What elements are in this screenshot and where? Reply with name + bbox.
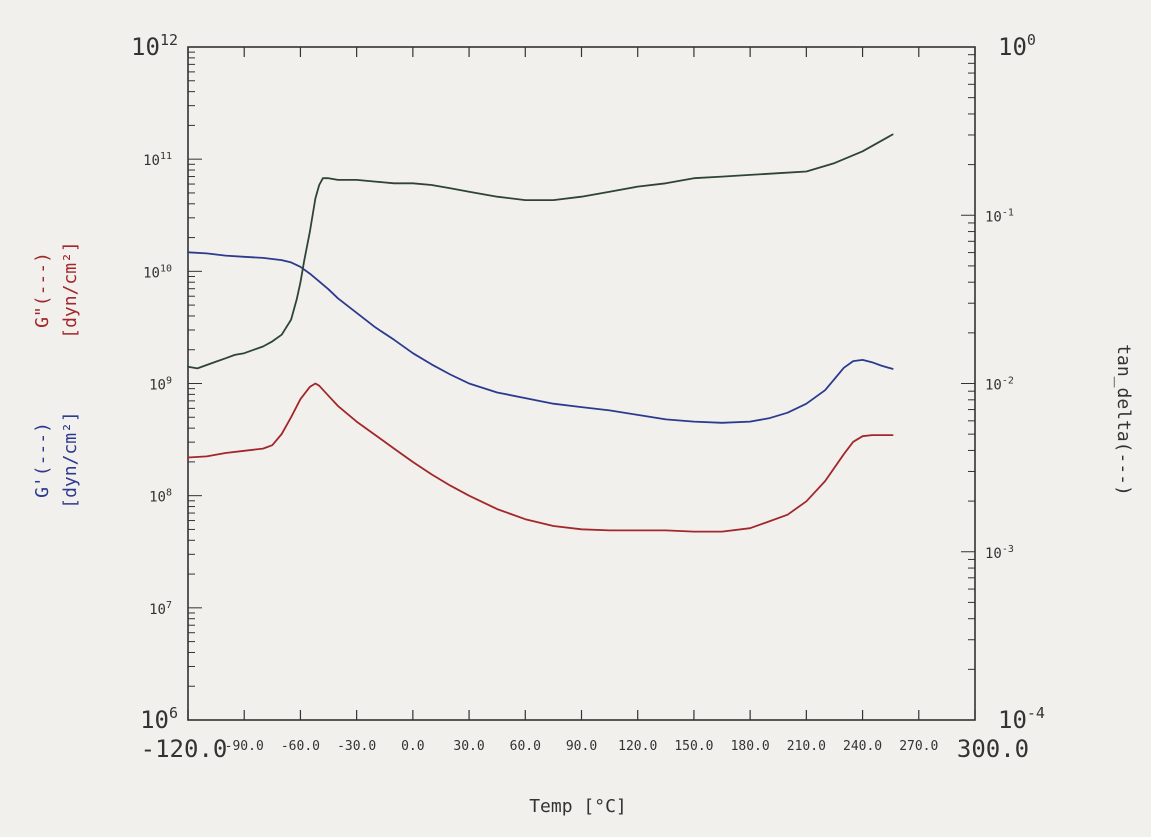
x-tick-label: 210.0: [787, 739, 826, 754]
x-tick-label: -120.0: [141, 735, 228, 763]
left-tick-label: 108: [149, 488, 172, 506]
series-line-2: [187, 382, 894, 533]
tick-marks: [187, 47, 976, 721]
left-axis-title: [dyn/cm²]: [60, 411, 81, 509]
x-tick-label: 270.0: [899, 739, 938, 754]
x-tick-label: -30.0: [337, 739, 376, 754]
left-axis-title: G'(---): [32, 422, 53, 498]
right-tick-label: 10-3: [985, 544, 1014, 562]
x-tick-label: -90.0: [225, 739, 264, 754]
left-axis-title: G"(---): [32, 252, 53, 328]
right-tick-label: 10-1: [985, 207, 1014, 225]
x-tick-label: 150.0: [674, 739, 713, 754]
x-tick-label: 180.0: [731, 739, 770, 754]
left-tick-label: 106: [140, 704, 178, 734]
x-tick-label: 300.0: [957, 735, 1029, 763]
left-tick-label: 1010: [143, 263, 172, 281]
left-tick-labels: 1012 1011 1010 109 108 107 106: [131, 31, 178, 734]
x-tick-labels: -120.0-90.0 -60.0 -30.0 0.0 30.0 60.0 90.0 120.…: [141, 735, 1029, 763]
x-tick-label: 30.0: [453, 739, 484, 754]
left-tick-label: 109: [149, 376, 172, 394]
left-tick-label: 107: [149, 600, 172, 618]
x-tick-label: 120.0: [618, 739, 657, 754]
x-tick-label: 0.0: [401, 739, 424, 754]
x-tick-label: 90.0: [566, 739, 597, 754]
left-tick-label: 1011: [143, 151, 172, 169]
left-axis-titles: G'(---) [dyn/cm²] G"(---) [dyn/cm²]: [32, 241, 81, 509]
left-axis-title: [dyn/cm²]: [60, 241, 81, 339]
right-tick-label: 100: [998, 31, 1036, 61]
x-axis-label: Temp [°C]: [529, 796, 627, 817]
right-axis-label: tan_delta(---): [1113, 344, 1134, 496]
right-tick-label: 10-2: [985, 376, 1014, 394]
right-tick-label: 10-4: [998, 704, 1045, 734]
left-tick-label: 1012: [131, 31, 178, 61]
x-tick-label: 60.0: [510, 739, 541, 754]
series-lines: [187, 133, 894, 533]
series-line-3: [187, 133, 894, 370]
x-tick-label: 240.0: [843, 739, 882, 754]
plot-frame: [187, 46, 976, 721]
x-tick-label: -60.0: [281, 739, 320, 754]
series-line-1: [187, 251, 894, 424]
right-tick-labels: 100 10-1 10-2 10-3 10-4: [985, 31, 1045, 734]
